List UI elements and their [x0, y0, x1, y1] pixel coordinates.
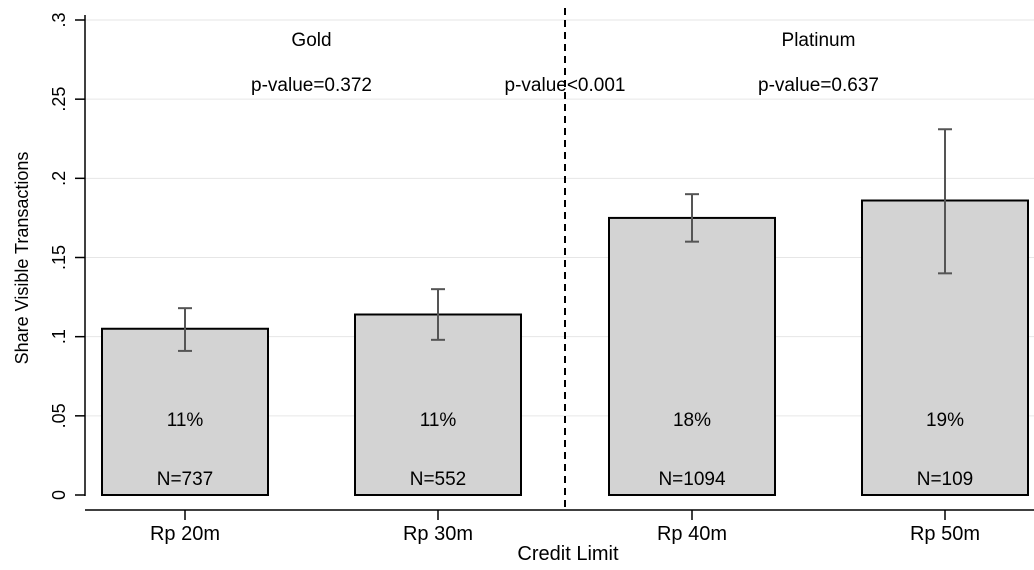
x-tick-label: Rp 30m [403, 523, 473, 545]
x-tick-label: Rp 20m [150, 523, 220, 545]
group-label: Platinum [782, 30, 856, 51]
y-tick-label: 0 [49, 490, 69, 500]
bar [354, 313, 522, 496]
bars [101, 128, 1029, 497]
bar [608, 216, 776, 497]
bar-n-label: N=1094 [658, 469, 726, 490]
axes: 0 .05 .1 .15 .2 .25 .3 Rp 20m Rp 30m Rp 40m Rp 50m [49, 8, 1034, 545]
y-tick-label: .15 [49, 245, 69, 270]
y-tick-label: .25 [49, 87, 69, 112]
x-axis-title: Credit Limit [517, 543, 619, 565]
y-axis-title: Share Visible Transactions [12, 152, 32, 365]
y-tick-label: .2 [49, 171, 69, 186]
x-tick-label: Rp 40m [657, 523, 727, 545]
p-value-label: p-value=0.637 [758, 75, 879, 96]
y-tick-label: .1 [49, 329, 69, 344]
bar-percent-label: 11% [420, 410, 457, 431]
group-label: Gold [291, 30, 331, 51]
p-value-label: p-value=0.372 [251, 75, 372, 96]
x-tick-label: Rp 50m [910, 523, 980, 545]
p-value-label: p-value<0.001 [505, 75, 626, 96]
bar-percent-label: 11% [167, 410, 204, 431]
labels: 11% N=737 11% N=552 18% N=1094 19% N=109 Gold Pla… [157, 30, 974, 490]
bar-n-label: N=109 [917, 469, 974, 490]
bar-percent-label: 18% [673, 410, 711, 431]
bar [101, 327, 269, 496]
y-tick-label: .05 [49, 403, 69, 428]
bar-percent-label: 19% [926, 410, 964, 431]
bar-n-label: N=737 [157, 469, 214, 490]
bar-n-label: N=552 [410, 469, 467, 490]
y-tick-label: .3 [49, 12, 69, 27]
